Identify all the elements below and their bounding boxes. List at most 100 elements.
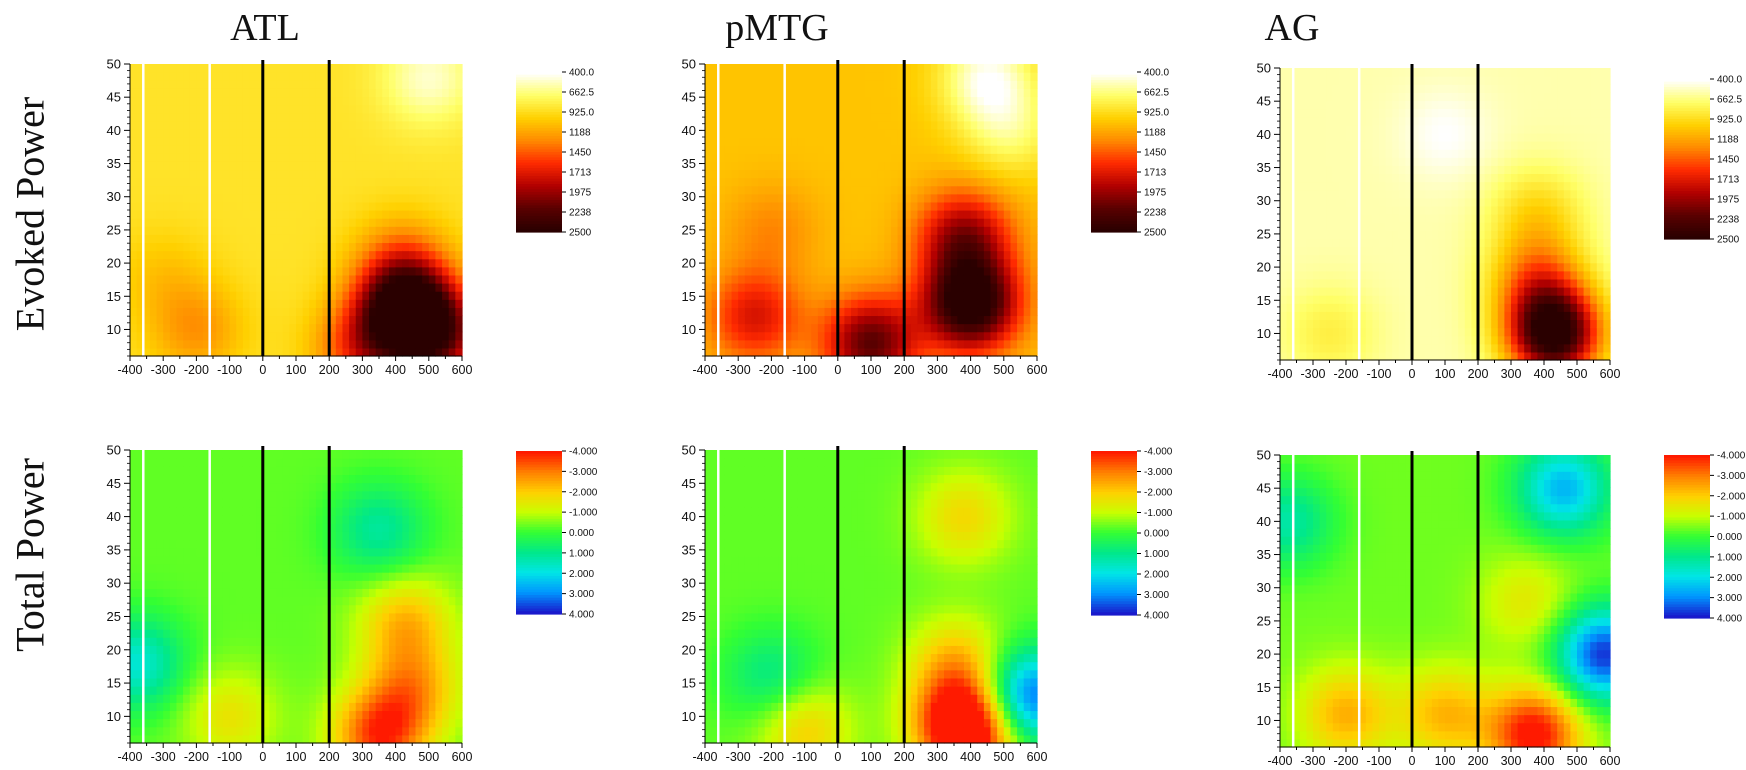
heatmap-cell [149,72,158,81]
heatmap-cell [957,112,965,122]
heatmap-cell [738,291,746,300]
colorbar-segment [1091,120,1137,124]
heatmap-cell [242,210,251,219]
heatmap-cell [1431,124,1439,134]
heatmap-cell [937,299,945,308]
colorbar-segment [1091,152,1137,156]
heatmap-cell [1286,287,1294,296]
heatmap-cell [143,145,151,154]
heatmap-cell [169,258,178,268]
heatmap-cell [1405,262,1413,272]
heatmap-cell [910,218,919,227]
heatmap-cell [1418,92,1426,102]
heatmap-cell [388,169,397,179]
heatmap-cell [910,161,919,171]
heatmap-cell [422,145,430,154]
heatmap-cell [302,104,310,114]
heatmap-cell [256,137,264,146]
heatmap-cell [1438,246,1446,256]
heatmap-cell [1346,262,1354,272]
heatmap-cell [183,283,191,292]
heatmap-cell [1425,165,1433,175]
heatmap-cell [871,331,879,341]
heatmap-cell [1372,222,1380,231]
heatmap-cell [169,347,178,357]
heatmap-cell [837,64,846,73]
heatmap-cell [236,347,244,357]
heatmap-cell [322,177,330,187]
heatmap-cell [1293,92,1301,102]
heatmap-cell [831,161,839,171]
heatmap-cell [1445,311,1453,321]
heatmap-cell [804,72,812,81]
heatmap-cell [910,242,919,252]
heatmap-cell [1306,254,1314,264]
heatmap-cell [315,177,324,187]
heatmap-cell [448,80,456,89]
heatmap-cell [375,258,383,268]
heatmap-cell [837,283,846,292]
heatmap-cell [1313,76,1321,85]
heatmap-cell [784,234,792,244]
heatmap-cell [944,307,952,317]
colorbar-segment [516,154,562,158]
heatmap-cell [1346,222,1354,231]
heatmap-cell [890,145,899,154]
heatmap-cell [944,299,952,308]
heatmap-cell [455,234,463,244]
heatmap-cell [837,72,846,81]
heatmap-cell [778,218,786,227]
heatmap-cell [797,274,806,284]
heatmap-cell [329,80,337,89]
colorbar-segment [1091,208,1137,212]
heatmap-cell [143,315,151,325]
heatmap-cell [435,104,443,114]
heatmap-cell [731,283,739,292]
heatmap-cell [1313,132,1321,142]
heatmap-cell [738,137,746,146]
colorbar-label: 1450 [1144,148,1167,159]
heatmap-cell [269,307,277,317]
heatmap-cell [309,185,317,195]
heatmap-cell [950,185,958,195]
heatmap-cell [329,145,337,154]
heatmap-cell [176,177,184,187]
heatmap-cell [844,331,852,341]
heatmap-cell [1458,351,1466,361]
colorbar-segment [516,138,562,142]
heatmap-cell [1017,291,1025,300]
heatmap-cell [930,323,938,333]
heatmap-cell [315,88,324,98]
heatmap-cell [778,331,786,341]
heatmap-cell [315,250,324,260]
heatmap-cell [163,339,171,349]
heatmap-cell [209,161,217,171]
heatmap-cell [349,250,357,260]
heatmap-cell [448,242,456,252]
heatmap-cell [1352,262,1360,272]
heatmap-cell [1003,226,1012,235]
heatmap-cell [302,339,310,349]
heatmap-cell [203,218,211,227]
heatmap-cell [1352,214,1360,223]
heatmap-cell [256,153,264,162]
heatmap-cell [322,64,330,73]
heatmap-cell [877,210,885,219]
heatmap-cell [395,283,403,292]
heatmap-cell [222,137,231,146]
heatmap-cell [751,250,759,260]
heatmap-cell [315,234,324,244]
heatmap-cell [1293,335,1301,345]
heatmap-cell [242,161,251,171]
heatmap-cell [764,145,772,154]
heatmap-cell [1431,84,1439,93]
heatmap-cell [884,161,892,171]
heatmap-cell [236,274,244,284]
heatmap-cell [1425,278,1433,288]
heatmap-cell [1030,64,1038,73]
heatmap-cell [130,185,138,195]
heatmap-cell [216,331,224,341]
heatmap-cell [1346,303,1354,312]
heatmap-cell [1458,116,1466,126]
heatmap-cell [382,242,390,252]
